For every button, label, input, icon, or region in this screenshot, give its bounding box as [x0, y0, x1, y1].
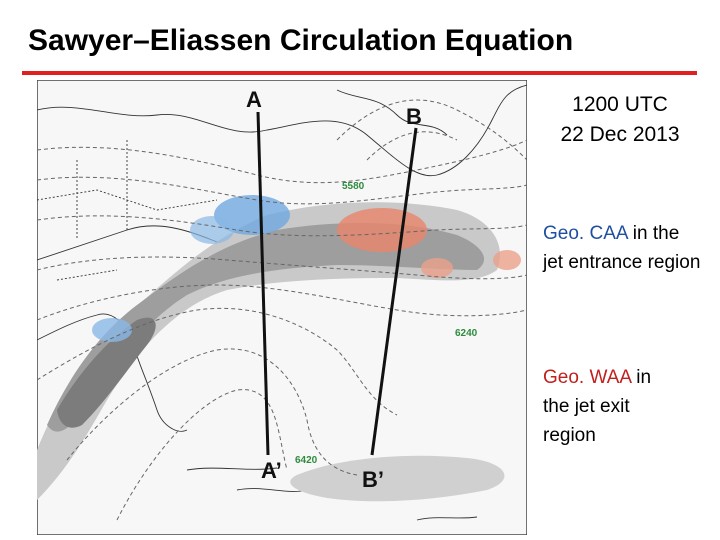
note: Geo. CAA in the jet entrance region [543, 219, 703, 277]
slide-title: Sawyer–Eliassen Circulation Equation [28, 24, 574, 57]
valid-time: 1200 UTC 22 Dec 2013 [540, 90, 700, 150]
caa-area [190, 216, 234, 244]
jet-shading [37, 202, 501, 500]
note: Geo. WAA in the jet exit region [543, 363, 678, 450]
caa-area [214, 195, 290, 235]
caa-area [92, 318, 132, 342]
waa-area [493, 250, 521, 270]
contour-label: 6420 [295, 455, 318, 466]
point-label: B’ [362, 467, 384, 492]
height-contours [37, 99, 527, 521]
note-highlight: Geo. CAA [543, 223, 628, 244]
date: 22 Dec 2013 [560, 123, 680, 146]
waa-area [421, 258, 453, 278]
jet-max [57, 317, 156, 428]
weather-map: A B A’ B’ 5580 6240 6420 [37, 80, 527, 535]
time: 1200 UTC [572, 93, 668, 116]
note-text: in the jet entrance region [543, 223, 701, 273]
contour-label: 5580 [342, 181, 365, 192]
cross-section-b [370, 127, 418, 456]
cross-section-a [256, 111, 270, 456]
note-highlight: Geo. WAA [543, 367, 631, 388]
title-rule [22, 71, 697, 75]
point-label: A [246, 87, 262, 112]
point-label: B [406, 104, 422, 129]
lower-shading [290, 455, 505, 502]
point-label: A’ [261, 458, 282, 483]
contour-label: 6240 [455, 328, 478, 339]
waa-area [337, 208, 427, 252]
note-text: in the jet exit region [543, 367, 652, 446]
